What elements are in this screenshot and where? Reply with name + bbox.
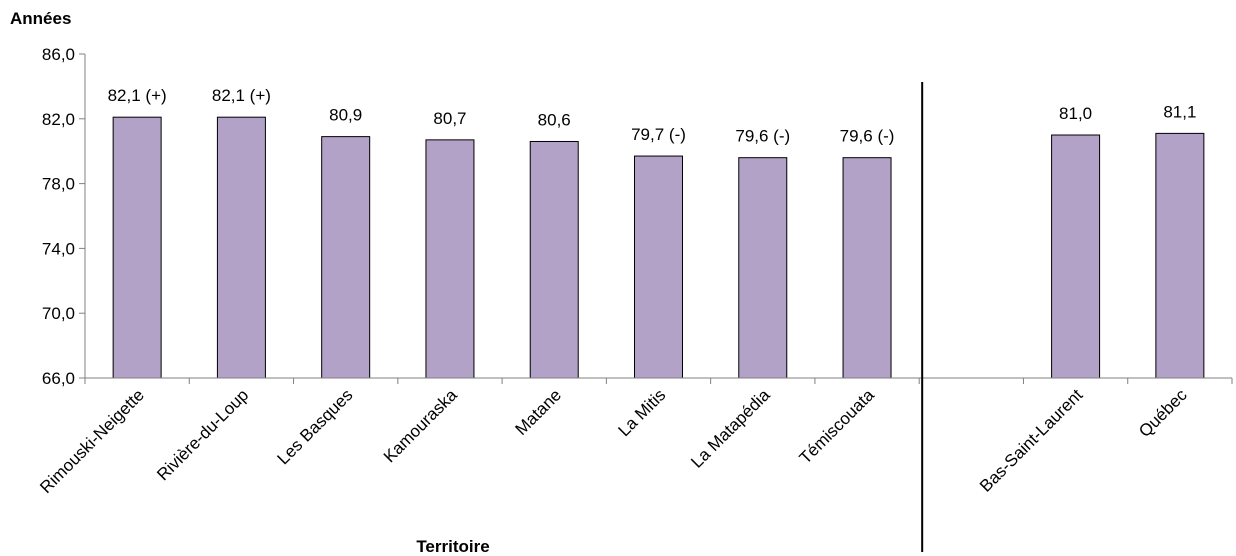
data-label: 79,6 (-) [840, 127, 895, 146]
x-tick-label: Les Basques [274, 385, 357, 468]
data-label: 79,6 (-) [735, 127, 790, 146]
x-tick-label: Matane [512, 385, 566, 439]
x-tick-label: Bas-Saint-Laurent [976, 385, 1087, 496]
bar [529, 140, 579, 379]
x-tick-label: La Matapédia [687, 385, 774, 472]
y-tick-label: 86,0 [42, 45, 75, 64]
bar [216, 116, 266, 379]
bar [738, 157, 788, 379]
y-tick-label: 78,0 [42, 175, 75, 194]
bar [1155, 132, 1205, 379]
y-tick-label: 66,0 [42, 369, 75, 388]
y-tick-label: 82,0 [42, 110, 75, 129]
data-label: 81,1 [1163, 102, 1196, 121]
bar [634, 155, 683, 379]
y-tick-label: 70,0 [42, 304, 75, 323]
bar [425, 139, 475, 379]
bar [842, 157, 892, 379]
x-tick-label: Québec [1135, 385, 1191, 441]
y-tick-label: 74,0 [42, 239, 75, 258]
data-label: 82,1 (+) [108, 86, 167, 105]
bar [1051, 134, 1101, 379]
y-axis-title: Années [10, 9, 71, 28]
bar [321, 136, 371, 379]
x-axis-title: Territoire [416, 537, 489, 556]
x-tick-label: La Mitis [614, 385, 669, 440]
x-tick-label: Kamouraska [380, 385, 461, 466]
data-label: 79,7 (-) [631, 125, 686, 144]
x-tick-label: Rimouski-Neigette [36, 385, 148, 497]
x-tick-label: Rivière-du-Loup [153, 385, 252, 484]
data-label: 80,9 [329, 106, 362, 125]
x-tick-label: Témiscouata [796, 385, 879, 468]
data-label: 80,7 [433, 109, 466, 128]
bar [112, 116, 162, 379]
data-label: 80,6 [538, 110, 571, 129]
data-label: 81,0 [1059, 104, 1092, 123]
data-label: 82,1 (+) [212, 86, 271, 105]
